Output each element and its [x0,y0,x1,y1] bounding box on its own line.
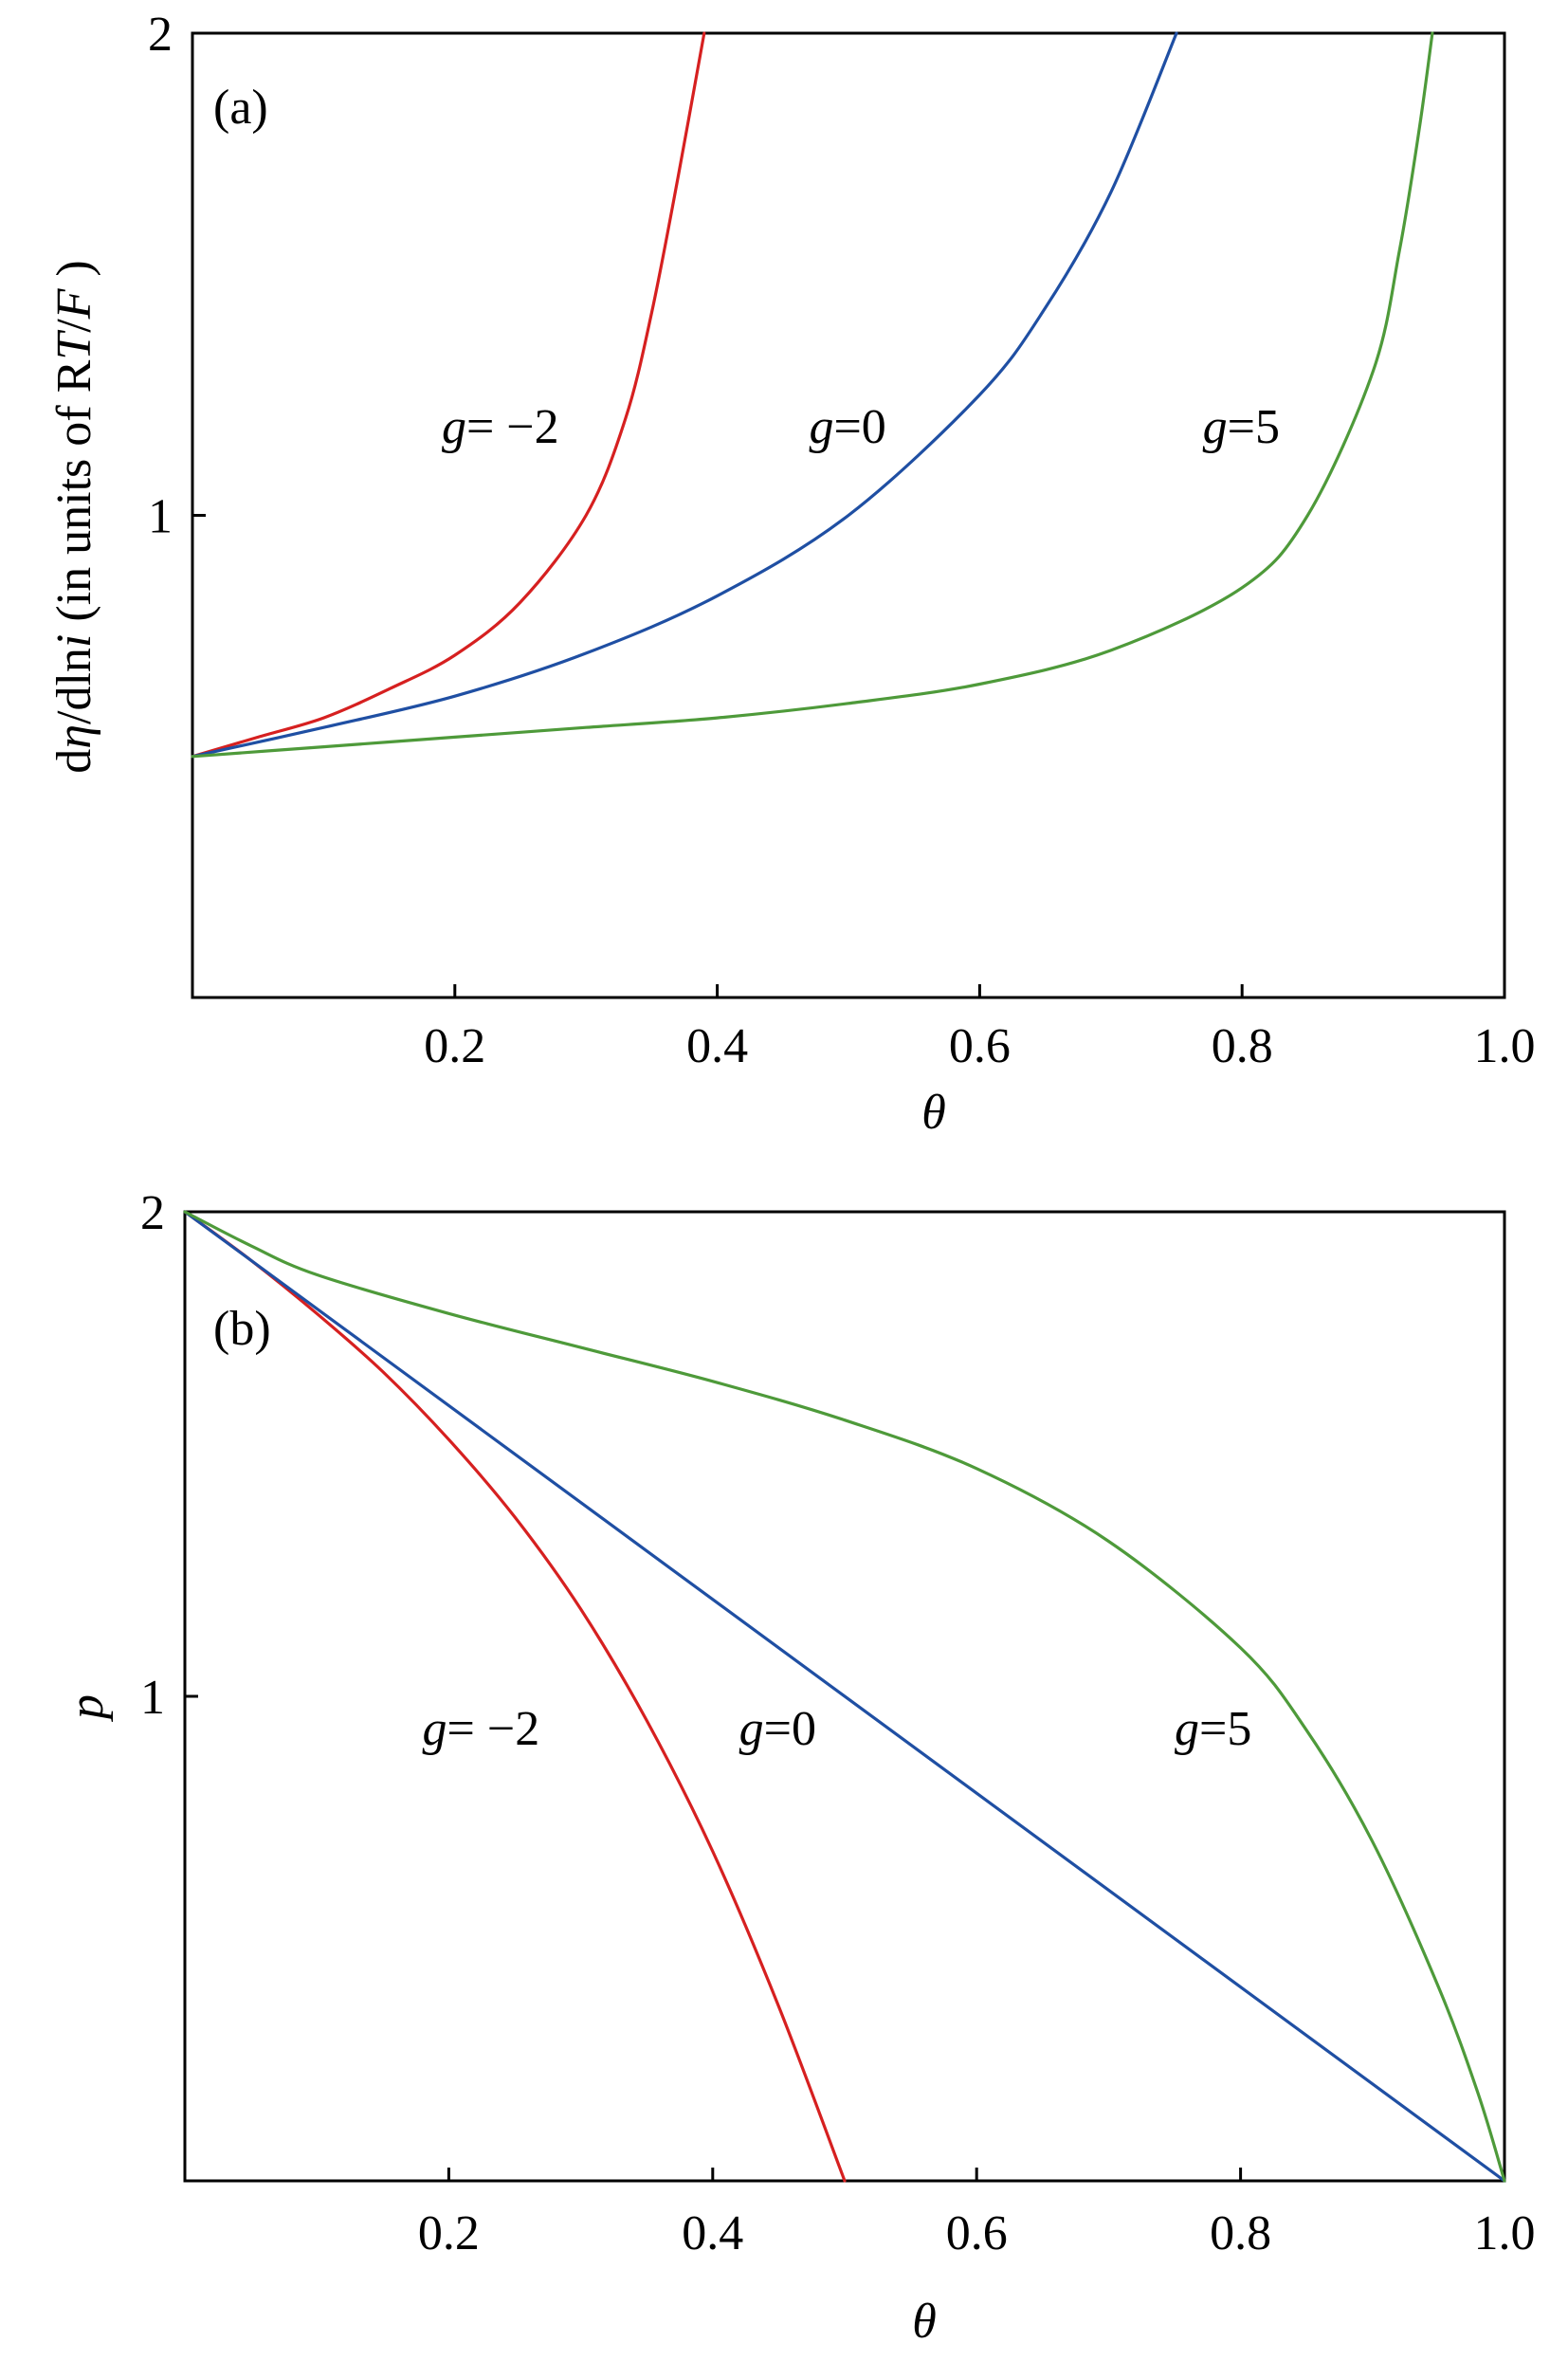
panel-tag-b: (b) [213,1302,271,1356]
series-group-b [183,1210,1506,2183]
x-tick-label-b: 1.0 [1474,2206,1536,2260]
curve-label-b-0: g= −2 [423,1702,540,1756]
y-tick-labels-b: 12 [140,1186,165,1725]
panel-b: 0.2 0.4 0.6 0.8 1.0 12 g= −2 g=0 g=5 (b) θ p [60,1186,1536,2349]
x-axis-label-a: θ [921,1086,946,1140]
series-line-b-1 [183,1210,1506,2183]
x-tick-labels-a: 0.2 0.4 0.6 0.8 1.0 [424,1019,1535,1073]
curve-label-a-1: g=0 [809,400,885,454]
y-tick-label-b: 2 [140,1186,165,1240]
y-tick-labels-a: 12 [148,8,173,544]
series-line-b-2 [183,1210,1506,2183]
series-line-a-2 [191,31,1434,759]
x-tick-label-a: 0.4 [686,1019,748,1073]
series-group-a [191,31,1434,759]
panel-tag-a: (a) [213,81,268,135]
series-line-b-0 [183,1210,847,2183]
x-tick-label-b: 0.6 [946,2206,1008,2260]
y-axis-label-a: dη/dlni (in units of RT/F ) [47,260,101,774]
ticks-a [192,31,1506,997]
x-tick-label-a: 0.2 [424,1019,485,1073]
y-tick-label-a: 2 [148,8,173,62]
curve-label-b-1: g=0 [739,1702,816,1756]
curve-label-a-0: g= −2 [442,400,559,454]
x-axis-label-b: θ [912,2295,937,2349]
x-tick-labels-b: 0.2 0.4 0.6 0.8 1.0 [418,2206,1536,2260]
x-tick-label-a: 1.0 [1474,1019,1536,1073]
panel-a: 0.2 0.4 0.6 0.8 1.0 12 g= −2 g=0 g=5 (a) θ dη/… [47,8,1536,1140]
y-tick-label-a: 1 [148,490,173,544]
y-axis-label-b: p [60,1694,114,1723]
x-tick-label-b: 0.2 [418,2206,480,2260]
x-tick-label-a: 0.6 [949,1019,1011,1073]
x-tick-label-b: 0.4 [682,2206,743,2260]
series-line-a-1 [191,31,1178,759]
x-tick-label-a: 0.8 [1212,1019,1273,1073]
series-line-a-0 [191,31,706,759]
y-tick-label-b: 1 [140,1671,165,1725]
curve-label-b-2: g=5 [1175,1702,1251,1756]
curve-label-a-2: g=5 [1203,400,1280,454]
curve-labels-a: g= −2 g=0 g=5 [442,400,1280,454]
curve-labels-b: g= −2 g=0 g=5 [423,1702,1252,1756]
x-tick-label-b: 0.8 [1210,2206,1271,2260]
